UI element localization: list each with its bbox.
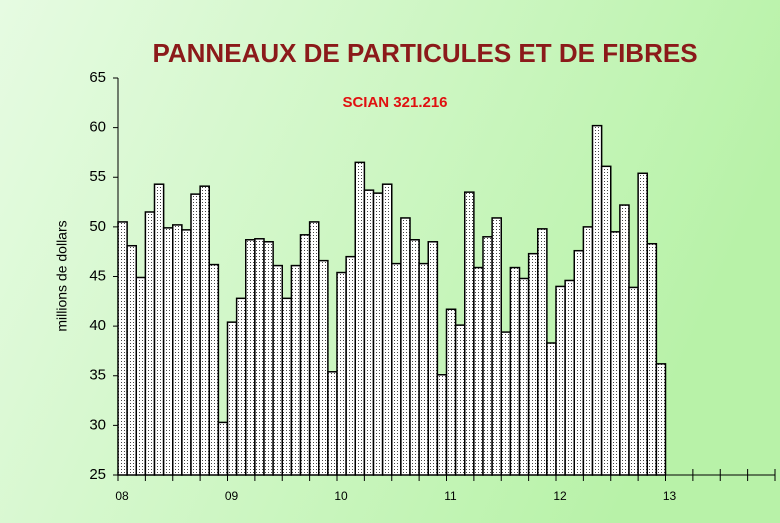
x-tick-label: 10 — [334, 489, 348, 503]
bar — [290, 264, 302, 476]
bar — [610, 231, 621, 476]
bar — [537, 228, 548, 476]
bar — [527, 252, 539, 476]
bar — [619, 204, 630, 476]
bar — [573, 249, 585, 476]
bar — [555, 285, 566, 476]
bar — [162, 227, 174, 476]
bar — [299, 234, 311, 476]
bar — [199, 185, 210, 476]
bar — [117, 221, 128, 476]
bar — [372, 192, 384, 476]
bar — [500, 331, 512, 476]
y-tick-label: 35 — [89, 367, 106, 384]
bar — [436, 374, 448, 476]
bar — [391, 262, 402, 476]
bar — [655, 363, 667, 476]
bar — [409, 239, 420, 476]
chart-subtitle: SCIAN 321.216 — [342, 94, 447, 111]
bar — [509, 266, 521, 476]
bar — [245, 239, 256, 476]
chart-title: PANNEAUX DE PARTICULES ET DE FIBRES — [152, 38, 697, 68]
y-tick-label: 25 — [89, 466, 106, 483]
bar — [181, 229, 192, 476]
bar — [263, 241, 274, 476]
bar — [546, 342, 557, 476]
bar — [126, 244, 137, 476]
bar — [336, 271, 347, 476]
bar — [491, 217, 502, 476]
bar — [217, 421, 229, 476]
y-tick-label: 45 — [89, 267, 106, 284]
y-axis-label: millions de dollars — [54, 220, 70, 331]
bar — [600, 165, 612, 476]
bar — [363, 189, 375, 476]
bar — [564, 279, 575, 476]
bar — [637, 172, 648, 476]
bar — [318, 259, 329, 476]
bar — [172, 224, 183, 476]
x-tick-label: 12 — [553, 489, 567, 503]
bar — [281, 297, 293, 476]
bar — [473, 266, 484, 476]
bar — [345, 255, 356, 476]
y-tick-label: 40 — [89, 317, 106, 334]
bar — [254, 238, 265, 476]
y-tick-label: 65 — [89, 69, 106, 86]
y-tick-label: 55 — [89, 168, 106, 185]
x-tick-label: 09 — [225, 489, 239, 503]
bar — [454, 324, 466, 476]
bar — [272, 264, 283, 476]
x-tick-label: 08 — [115, 489, 129, 503]
bar — [445, 308, 457, 476]
bar — [153, 183, 165, 476]
y-tick-label: 30 — [89, 416, 106, 433]
bar — [591, 124, 603, 476]
bar — [327, 371, 338, 476]
bar — [427, 241, 439, 476]
bar — [135, 276, 147, 476]
y-tick-label: 50 — [89, 218, 106, 235]
bar — [226, 321, 238, 476]
bar — [381, 183, 393, 476]
bar — [354, 161, 366, 476]
bar — [482, 236, 493, 476]
bar — [208, 263, 220, 476]
x-tick-label: 11 — [444, 489, 457, 503]
y-tick-label: 60 — [89, 119, 106, 136]
bar — [235, 297, 247, 476]
bar — [464, 191, 475, 476]
bar — [190, 193, 201, 476]
bar — [308, 221, 320, 476]
bar — [628, 286, 639, 476]
bar — [582, 226, 594, 476]
bar — [418, 262, 429, 476]
bar — [144, 211, 156, 476]
x-tick-label: 13 — [663, 489, 677, 503]
bar — [518, 277, 530, 476]
bar — [646, 242, 658, 476]
bar — [400, 217, 411, 476]
